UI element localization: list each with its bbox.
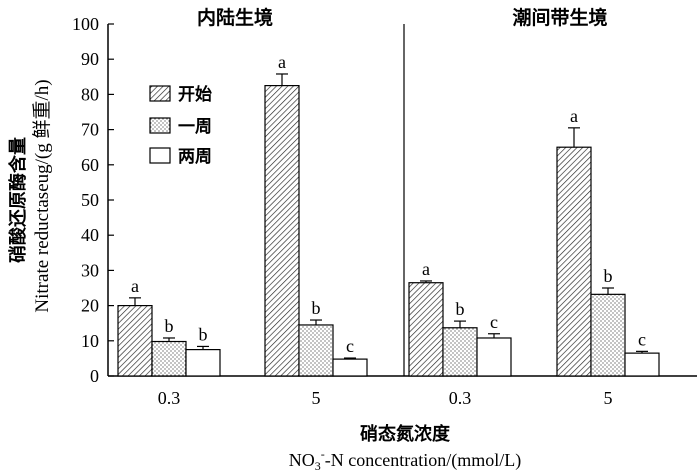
legend-label-start: 开始 — [178, 84, 212, 105]
y-axis-label-en: Nitrate reductaseug/(g 鲜重/h) — [31, 79, 53, 312]
y-tick-label: 30 — [81, 260, 99, 280]
y-tick-label: 0 — [90, 366, 99, 386]
significance-letter: a — [570, 106, 578, 126]
x-axis-ticks: 0.3 5 0.3 5 — [158, 388, 613, 408]
y-tick-label: 50 — [81, 190, 99, 210]
bar — [624, 352, 660, 377]
x-tick-label: 0.3 — [158, 388, 181, 408]
x-axis-label-en-sup: - — [321, 447, 325, 461]
bar — [590, 293, 626, 377]
significance-letter: b — [312, 298, 321, 318]
y-tick-label: 20 — [81, 296, 99, 316]
bar — [408, 282, 444, 377]
bar — [556, 146, 592, 377]
legend-swatch-start — [149, 85, 171, 102]
y-axis-ticks: 0 10 20 30 40 50 60 70 80 90 100 — [72, 14, 114, 386]
x-axis-label-en-sub: 3 — [315, 459, 321, 473]
legend-swatch-one-week — [149, 117, 171, 134]
bar — [442, 327, 478, 377]
panel-title-left: 内陆生境 — [197, 6, 273, 29]
significance-letter: b — [604, 266, 613, 286]
bar — [298, 324, 334, 377]
bar — [151, 340, 187, 377]
significance-letter: a — [278, 52, 286, 72]
x-axis-label-cn: 硝态氮浓度 — [360, 423, 451, 445]
x-tick-label: 5 — [604, 388, 613, 408]
significance-letter: b — [456, 299, 465, 319]
y-axis-label-cn: 硝酸还原酶含量 — [7, 137, 29, 263]
bar — [476, 337, 512, 377]
legend: 开始 一周 两周 — [149, 84, 212, 167]
x-tick-label: 5 — [312, 388, 321, 408]
y-tick-label: 10 — [81, 331, 99, 351]
panel-title-right: 潮间带生境 — [512, 6, 607, 29]
bar — [264, 84, 300, 377]
bars: a b b a b c a b c a b c — [117, 52, 660, 377]
bar — [185, 349, 221, 377]
significance-letter: c — [490, 312, 498, 332]
legend-label-one-week: 一周 — [178, 117, 212, 137]
y-tick-label: 60 — [81, 155, 99, 175]
significance-letter: a — [422, 259, 430, 279]
y-tick-label: 40 — [81, 225, 99, 245]
y-tick-label: 80 — [81, 84, 99, 104]
y-tick-label: 90 — [81, 49, 99, 69]
legend-label-two-weeks: 两周 — [178, 147, 212, 167]
y-tick-label: 100 — [72, 14, 99, 34]
significance-letter: b — [165, 316, 174, 336]
y-tick-label: 70 — [81, 120, 99, 140]
x-axis-label-en: NO3--N concentration/(mmol/L) — [289, 447, 521, 473]
significance-letter: c — [346, 336, 354, 356]
x-axis-label-en-rest: -N concentration/(mmol/L) — [325, 450, 521, 471]
significance-letter: b — [199, 324, 208, 344]
bar — [117, 305, 153, 377]
bar — [332, 358, 368, 377]
x-axis-label-en-prefix: NO — [289, 450, 315, 470]
legend-swatch-two-weeks — [149, 147, 171, 164]
significance-letter: c — [638, 329, 646, 349]
x-tick-label: 0.3 — [449, 388, 472, 408]
significance-letter: a — [131, 276, 139, 296]
